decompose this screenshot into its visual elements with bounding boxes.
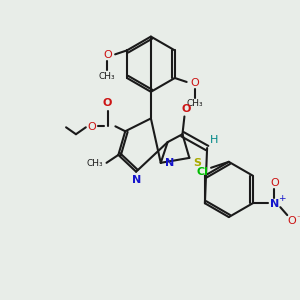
Text: O: O bbox=[87, 122, 96, 132]
Text: O: O bbox=[190, 78, 199, 88]
Text: N: N bbox=[270, 199, 279, 209]
Text: O: O bbox=[103, 98, 112, 108]
Text: CH₃: CH₃ bbox=[99, 71, 116, 80]
Text: O: O bbox=[270, 178, 279, 188]
Text: +: + bbox=[279, 194, 286, 203]
Text: ⁻: ⁻ bbox=[297, 214, 300, 224]
Text: H: H bbox=[210, 135, 218, 145]
Text: N: N bbox=[165, 158, 174, 168]
Text: O: O bbox=[182, 103, 191, 114]
Text: S: S bbox=[193, 158, 201, 168]
Text: CH₃: CH₃ bbox=[86, 159, 103, 168]
Text: CH₃: CH₃ bbox=[186, 99, 203, 108]
Text: O: O bbox=[288, 216, 296, 226]
Text: N: N bbox=[133, 175, 142, 184]
Text: Cl: Cl bbox=[196, 167, 208, 177]
Text: O: O bbox=[103, 50, 112, 60]
